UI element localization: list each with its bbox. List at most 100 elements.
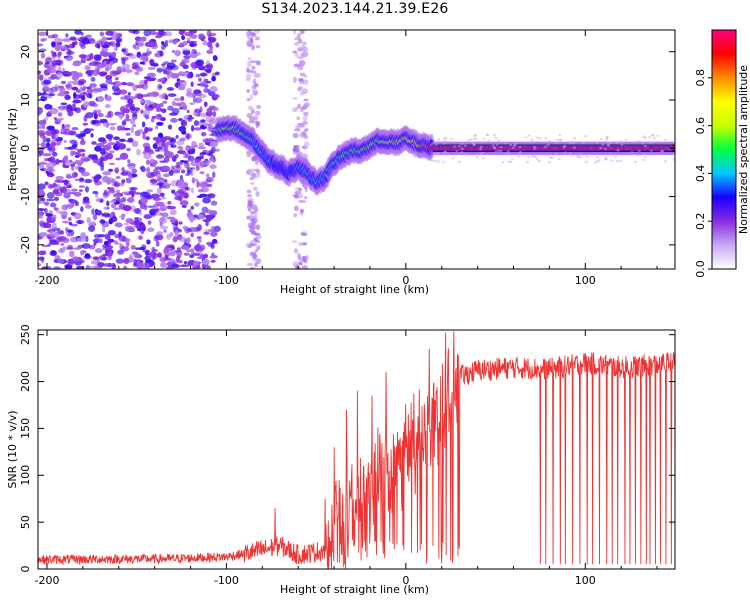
spectrogram-cell — [156, 252, 162, 258]
spectrogram-cell — [81, 243, 91, 249]
spectrogram-cell — [250, 182, 255, 185]
spectrogram-cell — [63, 179, 69, 186]
spectrogram-cell — [301, 233, 308, 237]
spectrogram-cell — [437, 140, 441, 143]
spectrogram-cell — [142, 52, 147, 57]
spectrogram-cell — [38, 125, 44, 129]
spectrogram-cell — [147, 227, 155, 233]
spectrogram-cell — [186, 92, 195, 98]
spectrogram-cell — [109, 200, 117, 203]
bottom-y-tick-label: 150 — [19, 418, 32, 439]
spectrogram-cell — [179, 200, 189, 206]
spectrogram-cell — [208, 118, 216, 125]
spectrogram-cell — [157, 83, 163, 91]
spectrogram-cell — [106, 152, 114, 160]
spectrogram-cell — [151, 116, 156, 119]
spectrogram-cell — [38, 43, 44, 47]
spectrogram-cell — [463, 153, 467, 156]
spectrogram-cell — [181, 48, 191, 52]
spectrogram-cell — [299, 132, 307, 138]
spectrogram-cell — [164, 95, 169, 100]
spectrogram-cell — [61, 210, 68, 216]
spectrogram-cell — [90, 76, 96, 82]
spectrogram-cell — [126, 147, 132, 152]
spectrogram-cell — [441, 151, 445, 154]
spectrogram-cell — [485, 133, 489, 136]
bottom-y-tick-label: 200 — [19, 371, 32, 392]
spectrogram-cell — [211, 238, 218, 244]
spectrogram-cell — [77, 244, 85, 249]
spectrogram-cell — [582, 141, 586, 145]
spectrogram-cell — [60, 242, 64, 247]
spectrogram-cell — [50, 73, 58, 79]
spectrogram-cell — [80, 31, 84, 36]
spectrogram-cell — [67, 217, 72, 221]
spectrogram-cell — [86, 128, 95, 131]
spectrogram-cell — [64, 94, 71, 101]
spectrogram-cell — [47, 62, 53, 68]
spectrogram-cell — [191, 177, 196, 184]
spectrogram-cell — [170, 72, 180, 79]
spectrogram-cell — [67, 258, 75, 266]
spectrogram-cell — [197, 239, 202, 243]
spectrogram-cell — [193, 214, 199, 218]
snr-plot-area — [38, 331, 675, 569]
spectrogram-cell — [296, 116, 301, 121]
spectrogram-cell — [80, 171, 90, 177]
spectrogram-cell — [299, 260, 303, 266]
spectrogram-cell — [202, 40, 208, 46]
colorbar-tick-label: 0.2 — [694, 212, 707, 230]
spectrogram-cell — [256, 121, 261, 127]
spectrogram-cell — [250, 108, 255, 115]
spectrogram-cell — [457, 160, 461, 164]
spectrogram-cell — [487, 139, 491, 142]
spectrogram-cell — [558, 133, 562, 137]
spectrogram-cell — [517, 155, 521, 158]
spectrogram-cell — [152, 32, 162, 35]
spectrogram-cell — [121, 58, 126, 65]
spectrogram-cell — [137, 40, 145, 47]
spectrogram-cell — [246, 189, 252, 194]
spectrogram-cell — [251, 65, 256, 70]
spectrogram-cell — [78, 166, 84, 170]
spectrogram-cell — [535, 157, 539, 161]
spectrogram-cell — [504, 142, 508, 145]
spectrogram-cell — [209, 157, 215, 162]
spectrogram-cell — [250, 211, 254, 216]
spectrogram-cells — [38, 30, 675, 269]
spectrogram-cell — [200, 131, 207, 137]
spectrogram-cell — [125, 132, 131, 136]
spectrogram-cell — [72, 62, 81, 67]
spectrogram-cell — [212, 94, 220, 99]
spectrogram-cell — [630, 150, 634, 154]
spectrogram-frame — [37, 29, 676, 270]
spectrogram-cell — [450, 137, 454, 140]
spectrogram-cell — [246, 216, 250, 220]
spectrogram-cell — [180, 159, 185, 163]
spectrogram-cell — [152, 168, 159, 173]
spectrogram-cell — [557, 158, 561, 161]
spectrogram-cell — [210, 230, 218, 237]
spectrogram-cell — [57, 51, 62, 57]
spectrogram-cell — [47, 34, 56, 39]
spectrogram-cell — [292, 97, 298, 100]
spectrogram-cell — [59, 105, 64, 109]
spectrogram-cell — [45, 213, 54, 217]
top-x-tick-label: -200 — [34, 274, 59, 287]
spectrogram-cell — [644, 156, 648, 159]
spectrogram-cell — [141, 121, 146, 128]
spectrogram-cell — [90, 260, 99, 265]
spectrogram-cell — [211, 106, 219, 112]
spectrogram-cell — [578, 156, 582, 160]
spectrogram-cell — [120, 127, 127, 131]
spectrogram-cell — [189, 34, 198, 40]
spectrogram-cell — [474, 133, 478, 137]
spectrogram-cell — [166, 74, 171, 79]
spectrogram-cell — [161, 41, 165, 45]
spectrogram-cell — [49, 107, 59, 115]
spectrogram-cell — [67, 80, 74, 84]
spectrogram-cell — [42, 123, 46, 130]
spectrogram-cell — [255, 104, 262, 110]
spectrogram-cell — [51, 214, 57, 221]
spectrogram-cell — [144, 126, 149, 134]
